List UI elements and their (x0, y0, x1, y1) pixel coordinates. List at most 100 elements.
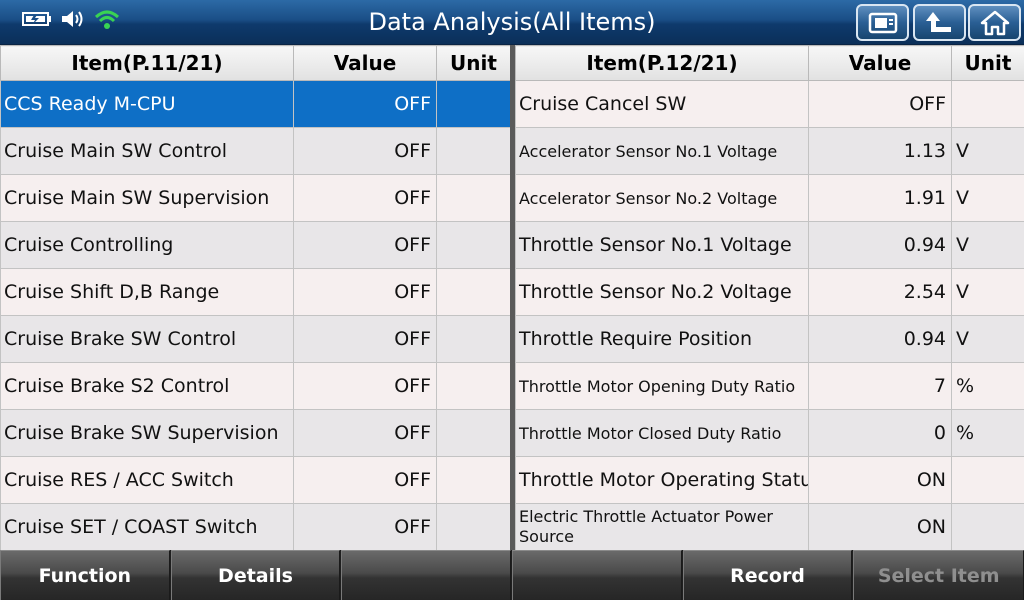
table-row[interactable]: Accelerator Sensor No.2 Voltage 1.91 V (515, 174, 1024, 222)
value-cell: OFF (293, 221, 437, 269)
item-cell: Cruise Main SW Supervision (0, 174, 294, 222)
value-cell: 0.94 (808, 221, 952, 269)
value-cell: 2.54 (808, 268, 952, 316)
table-row[interactable]: Cruise SET / COAST Switch OFF (0, 503, 511, 551)
item-cell: Cruise Cancel SW (515, 80, 809, 128)
item-cell: Throttle Sensor No.2 Voltage (515, 268, 809, 316)
item-cell: Throttle Require Position (515, 315, 809, 363)
value-cell: OFF (293, 409, 437, 457)
item-cell: Cruise Main SW Control (0, 127, 294, 175)
unit-cell: V (951, 221, 1024, 269)
unit-cell: V (951, 268, 1024, 316)
item-cell: Throttle Motor Operating Status (515, 456, 809, 504)
table-row[interactable]: Cruise Shift D,B Range OFF (0, 268, 511, 316)
unit-column-header: Unit (436, 45, 511, 81)
table-row[interactable]: Cruise Brake S2 Control OFF (0, 362, 511, 410)
table-row[interactable]: Throttle Motor Closed Duty Ratio 0 % (515, 409, 1024, 457)
table-row[interactable]: Cruise Brake SW Supervision OFF (0, 409, 511, 457)
table-row[interactable]: Cruise Controlling OFF (0, 221, 511, 269)
value-cell: 0.94 (808, 315, 952, 363)
item-cell: Cruise Brake SW Control (0, 315, 294, 363)
blank-button-1[interactable] (341, 550, 512, 600)
unit-cell (436, 362, 511, 410)
speaker-icon (60, 8, 86, 34)
table-row[interactable]: Cruise Cancel SW OFF (515, 80, 1024, 128)
unit-cell (436, 268, 511, 316)
table-header-row: Item(P.11/21) Value Unit (0, 45, 511, 81)
unit-cell: % (951, 409, 1024, 457)
item-cell: Throttle Motor Opening Duty Ratio (515, 362, 809, 410)
unit-cell: V (951, 315, 1024, 363)
item-column-header: Item(P.11/21) (0, 45, 294, 81)
item-cell: Cruise SET / COAST Switch (0, 503, 294, 551)
right-data-table: Item(P.12/21) Value Unit Cruise Cancel S… (515, 45, 1024, 551)
unit-cell (436, 174, 511, 222)
table-row[interactable]: Electric Throttle Actuator Power Source … (515, 503, 1024, 551)
value-cell: 1.13 (808, 127, 952, 175)
value-cell: OFF (293, 315, 437, 363)
item-column-header: Item(P.12/21) (515, 45, 809, 81)
page-title: Data Analysis(All Items) (368, 8, 656, 36)
item-cell: Electric Throttle Actuator Power Source (515, 503, 809, 551)
screenshot-icon (867, 11, 899, 35)
item-cell: Cruise Shift D,B Range (0, 268, 294, 316)
back-button[interactable] (913, 4, 966, 41)
unit-cell (436, 503, 511, 551)
table-row[interactable]: Throttle Sensor No.2 Voltage 2.54 V (515, 268, 1024, 316)
details-button[interactable]: Details (170, 550, 341, 600)
value-cell: OFF (293, 268, 437, 316)
value-cell: ON (808, 456, 952, 504)
value-cell: OFF (808, 80, 952, 128)
item-cell: Accelerator Sensor No.2 Voltage (515, 174, 809, 222)
value-cell: OFF (293, 127, 437, 175)
battery-icon (22, 11, 52, 31)
unit-cell: V (951, 127, 1024, 175)
value-column-header: Value (808, 45, 952, 81)
table-row[interactable]: Throttle Require Position 0.94 V (515, 315, 1024, 363)
value-cell: OFF (293, 174, 437, 222)
value-cell: OFF (293, 456, 437, 504)
unit-cell (951, 456, 1024, 504)
table-row[interactable]: Cruise Main SW Control OFF (0, 127, 511, 175)
table-row[interactable]: Cruise RES / ACC Switch OFF (0, 456, 511, 504)
item-cell: Accelerator Sensor No.1 Voltage (515, 127, 809, 175)
table-row[interactable]: CCS Ready M-CPU OFF (0, 80, 511, 128)
item-cell: Cruise Brake S2 Control (0, 362, 294, 410)
unit-cell (436, 315, 511, 363)
record-button[interactable]: Record (682, 550, 853, 600)
item-cell: Cruise RES / ACC Switch (0, 456, 294, 504)
table-row[interactable]: Accelerator Sensor No.1 Voltage 1.13 V (515, 127, 1024, 175)
unit-cell: V (951, 174, 1024, 222)
value-cell: ON (808, 503, 952, 551)
bottom-toolbar: Function Details Record Select Item (0, 550, 1024, 600)
value-cell: OFF (293, 362, 437, 410)
value-cell: OFF (293, 80, 437, 128)
select-item-button[interactable]: Select Item (853, 550, 1024, 600)
value-cell: OFF (293, 503, 437, 551)
status-icons (22, 8, 128, 34)
unit-cell (951, 503, 1024, 551)
unit-cell (436, 221, 511, 269)
table-row[interactable]: Cruise Main SW Supervision OFF (0, 174, 511, 222)
wifi-icon (94, 8, 120, 34)
function-button[interactable]: Function (0, 550, 170, 600)
screenshot-button[interactable] (856, 4, 909, 41)
item-cell: CCS Ready M-CPU (0, 80, 294, 128)
home-button[interactable] (968, 4, 1021, 41)
table-row[interactable]: Throttle Motor Opening Duty Ratio 7 % (515, 362, 1024, 410)
unit-column-header: Unit (951, 45, 1024, 81)
value-cell: 7 (808, 362, 952, 410)
left-data-table: Item(P.11/21) Value Unit CCS Ready M-CPU… (0, 45, 511, 551)
unit-cell: % (951, 362, 1024, 410)
table-row[interactable]: Throttle Motor Operating Status ON (515, 456, 1024, 504)
blank-button-2[interactable] (512, 550, 682, 600)
item-cell: Cruise Controlling (0, 221, 294, 269)
table-row[interactable]: Throttle Sensor No.1 Voltage 0.94 V (515, 221, 1024, 269)
back-icon (925, 10, 955, 36)
unit-cell (436, 80, 511, 128)
unit-cell (436, 409, 511, 457)
table-row[interactable]: Cruise Brake SW Control OFF (0, 315, 511, 363)
title-bar: Data Analysis(All Items) (0, 0, 1024, 45)
unit-cell (436, 127, 511, 175)
home-icon (980, 10, 1010, 36)
